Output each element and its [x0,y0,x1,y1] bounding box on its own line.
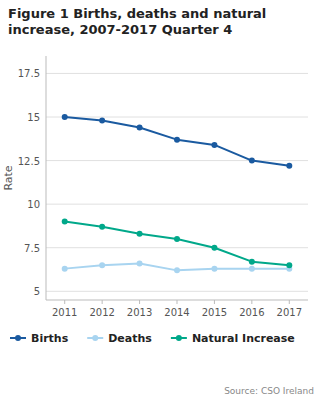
series-line [65,222,290,266]
legend-marker [176,335,182,341]
x-tick [139,300,140,304]
point [62,266,68,272]
x-tick-label: 2014 [164,307,189,318]
grid-line [46,73,308,74]
point [137,231,143,237]
point [174,236,180,242]
y-axis-label: Rate [2,165,15,190]
x-tick [64,300,65,304]
point [174,137,180,143]
grid-line [46,204,308,205]
point [249,266,255,272]
point [62,114,68,120]
chart: Figure 1 Births, deaths and naturalincre… [0,0,320,400]
point [99,262,105,268]
y-tick-label: 5 [34,286,40,297]
y-tick-label: 10 [27,199,40,210]
series-line [65,117,290,166]
y-tick-label: 7.5 [24,243,40,254]
legend-label: Deaths [108,332,152,345]
x-tick [251,300,252,304]
point [211,266,217,272]
y-tick-label: 17.5 [18,68,40,79]
point [286,262,292,268]
legend-marker [15,335,21,341]
x-tick-label: 2017 [277,307,302,318]
legend-item: Deaths [87,332,152,345]
point [99,117,105,123]
grid-line [46,160,308,161]
grid-line [46,247,308,248]
x-tick-label: 2013 [127,307,152,318]
grid-line [46,117,308,118]
x-tick-label: 2016 [239,307,264,318]
legend-label: Natural Increase [192,332,295,345]
point [249,158,255,164]
y-tick-label: 12.5 [18,156,40,167]
x-tick-label: 2011 [52,307,77,318]
x-tick [214,300,215,304]
annotation: Source: CSO Ireland [224,386,314,396]
y-axis-line [46,56,47,300]
plot-marks [62,114,293,273]
legend-marker [92,335,98,341]
title: Figure 1 Births, deaths and naturalincre… [8,6,266,37]
x-tick [177,300,178,304]
point [137,124,143,130]
point [211,142,217,148]
legend-item: Births [10,332,69,345]
point [211,245,217,251]
point [99,224,105,230]
legend-label: Births [31,332,69,345]
point [249,259,255,265]
point [174,267,180,273]
legend-item: Natural Increase [171,332,295,345]
point [286,163,292,169]
point [137,260,143,266]
y-tick-label: 15 [27,112,40,123]
x-tick-label: 2015 [202,307,227,318]
x-tick [102,300,103,304]
point [62,219,68,225]
grid-line [46,291,308,292]
x-tick-label: 2012 [89,307,114,318]
title-line: Figure 1 Births, deaths and natural [8,6,266,21]
title-line: increase, 2007-2017 Quarter 4 [8,22,232,37]
x-tick [289,300,290,304]
